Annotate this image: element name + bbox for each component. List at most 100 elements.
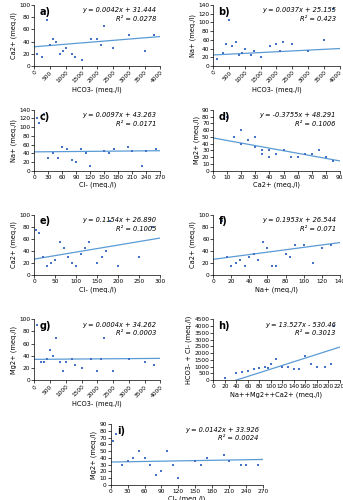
Point <box>262 362 268 370</box>
Point <box>60 143 65 151</box>
Point <box>255 460 260 468</box>
Y-axis label: Mg2+ (meq./l): Mg2+ (meq./l) <box>91 430 97 478</box>
Point <box>238 256 243 264</box>
Text: y = 0.1953x + 26.544: y = 0.1953x + 26.544 <box>262 217 336 223</box>
Point <box>79 364 84 372</box>
Point <box>38 358 43 366</box>
Point <box>57 238 62 246</box>
Point <box>107 216 113 224</box>
Point <box>47 346 53 354</box>
Point <box>60 367 66 375</box>
Point <box>61 244 67 252</box>
Text: y = 0.0097x + 43.263: y = 0.0097x + 43.263 <box>83 112 157 118</box>
Point <box>39 53 45 61</box>
Point <box>54 38 59 46</box>
Point <box>55 154 60 162</box>
Point <box>142 46 147 54</box>
Point <box>147 460 153 468</box>
Point <box>125 143 130 151</box>
Point <box>289 40 295 48</box>
Point <box>153 471 158 479</box>
Point <box>225 112 230 120</box>
Y-axis label: HCO3- + Cl- (meq./l): HCO3- + Cl- (meq./l) <box>186 316 192 384</box>
Text: y = 0.0142x + 33.926: y = 0.0142x + 33.926 <box>185 426 259 432</box>
Point <box>44 16 50 24</box>
Point <box>260 238 266 246</box>
Point <box>43 7 48 15</box>
Point <box>102 147 107 155</box>
Point <box>280 38 286 46</box>
Text: e): e) <box>39 216 50 226</box>
Point <box>226 16 232 24</box>
Point <box>269 262 275 270</box>
Point <box>137 253 142 261</box>
Point <box>236 51 241 59</box>
Point <box>274 150 279 158</box>
Point <box>34 114 39 122</box>
Point <box>139 162 144 170</box>
Point <box>78 145 84 153</box>
Text: R² = 0.1005: R² = 0.1005 <box>116 226 157 232</box>
Point <box>151 32 157 40</box>
Y-axis label: Mg2+ (meq./l): Mg2+ (meq./l) <box>193 116 200 164</box>
Text: R² = 0.1006: R² = 0.1006 <box>295 120 336 126</box>
Point <box>204 454 210 462</box>
Point <box>47 40 53 48</box>
Text: h): h) <box>218 321 230 331</box>
Point <box>88 355 94 363</box>
Point <box>280 362 285 370</box>
Point <box>256 256 261 264</box>
X-axis label: Ca2+ (meq./l): Ca2+ (meq./l) <box>253 182 300 188</box>
X-axis label: Cl- (meq./l): Cl- (meq./l) <box>79 286 116 293</box>
Point <box>260 146 265 154</box>
Point <box>220 216 225 224</box>
Text: a): a) <box>39 7 50 17</box>
Y-axis label: Mg2+ (meq./l): Mg2+ (meq./l) <box>11 326 17 374</box>
Point <box>221 450 226 458</box>
Point <box>126 32 132 40</box>
Point <box>111 437 116 445</box>
Point <box>44 355 50 363</box>
Point <box>239 126 244 134</box>
Point <box>253 133 258 141</box>
Point <box>265 244 270 252</box>
Point <box>50 150 56 158</box>
Point <box>233 260 239 268</box>
Point <box>63 358 69 366</box>
Point <box>144 147 149 155</box>
Point <box>274 262 279 270</box>
Point <box>101 22 106 30</box>
Point <box>65 253 71 261</box>
Point <box>44 262 50 270</box>
Point <box>319 244 324 252</box>
Point <box>79 56 84 64</box>
Point <box>242 262 248 270</box>
Point <box>50 34 56 42</box>
Point <box>297 366 302 374</box>
X-axis label: HCO3- (meq./l): HCO3- (meq./l) <box>252 86 301 92</box>
Point <box>198 460 204 468</box>
Text: R² = 0.0024: R² = 0.0024 <box>218 435 259 441</box>
Point <box>314 362 319 370</box>
Point <box>69 260 75 268</box>
Point <box>136 447 142 455</box>
Point <box>277 46 282 54</box>
X-axis label: Cl- (meq./l): Cl- (meq./l) <box>79 182 116 188</box>
Point <box>232 133 237 141</box>
Point <box>222 374 228 382</box>
Point <box>247 253 252 261</box>
Text: f): f) <box>218 216 227 226</box>
Point <box>239 49 245 57</box>
Point <box>64 145 70 153</box>
Text: d): d) <box>218 112 230 122</box>
Point <box>265 364 271 372</box>
Point <box>268 42 273 50</box>
Text: R² = 0.423: R² = 0.423 <box>300 16 336 22</box>
Point <box>245 367 251 375</box>
Point <box>303 352 308 360</box>
Point <box>153 145 158 153</box>
Point <box>142 454 147 462</box>
Point <box>288 153 293 161</box>
Text: y = 0.0004x + 34.262: y = 0.0004x + 34.262 <box>83 322 157 328</box>
Point <box>242 44 248 52</box>
